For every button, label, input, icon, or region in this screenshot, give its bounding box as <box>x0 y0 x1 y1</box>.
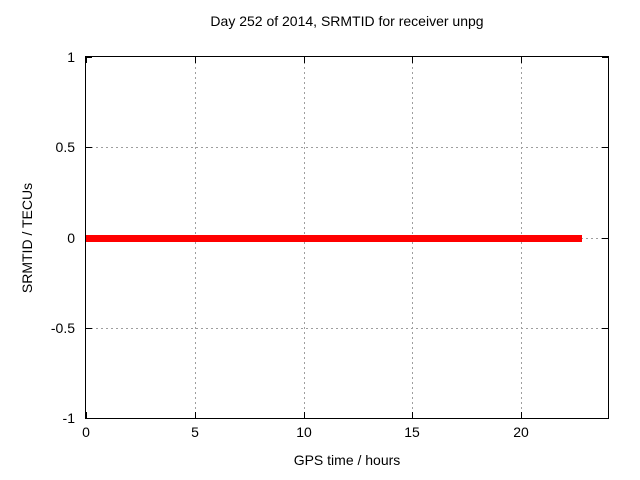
y-tick-mark-left <box>86 328 92 329</box>
x-tick-label: 0 <box>82 424 90 440</box>
y-tick-mark-right <box>602 418 608 419</box>
x-tick-mark-top <box>304 57 305 63</box>
y-tick-label: -0.5 <box>50 320 75 336</box>
grid-line-horizontal <box>86 147 608 148</box>
y-tick-label: 1 <box>67 49 75 65</box>
y-tick-mark-left <box>86 147 92 148</box>
y-tick-label: -1 <box>62 410 75 426</box>
x-axis-label: GPS time / hours <box>293 452 401 468</box>
y-tick-mark-right <box>602 328 608 329</box>
plot-area <box>85 56 609 419</box>
y-tick-label: 0.5 <box>55 139 75 155</box>
x-tick-label: 20 <box>513 424 529 440</box>
y-tick-mark-right <box>602 238 608 239</box>
x-tick-mark-bottom <box>521 412 522 418</box>
y-tick-label: 0 <box>67 230 75 246</box>
x-tick-label: 10 <box>296 424 312 440</box>
y-tick-mark-right <box>602 57 608 58</box>
x-tick-mark-bottom <box>86 412 87 418</box>
x-tick-mark-top <box>86 57 87 63</box>
chart-title: Day 252 of 2014, SRMTID for receiver unp… <box>210 13 484 29</box>
x-tick-label: 15 <box>404 424 420 440</box>
grid-line-horizontal <box>86 328 608 329</box>
x-tick-mark-bottom <box>195 412 196 418</box>
y-tick-mark-right <box>602 147 608 148</box>
x-tick-mark-bottom <box>412 412 413 418</box>
x-tick-label: 5 <box>191 424 199 440</box>
data-line-srmtid <box>86 235 582 242</box>
x-tick-mark-top <box>521 57 522 63</box>
y-tick-mark-left <box>86 418 92 419</box>
x-tick-mark-bottom <box>304 412 305 418</box>
x-tick-mark-top <box>195 57 196 63</box>
y-tick-mark-left <box>86 57 92 58</box>
x-tick-mark-top <box>412 57 413 63</box>
